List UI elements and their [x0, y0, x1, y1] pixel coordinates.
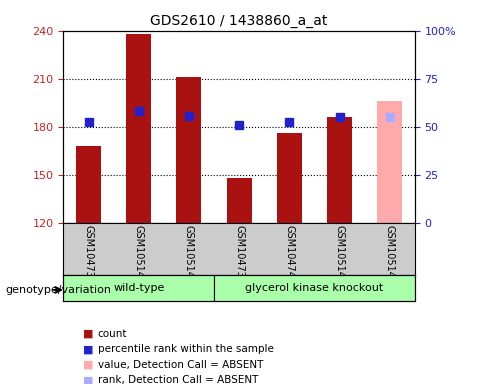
Text: GSM105142: GSM105142: [334, 225, 345, 285]
Text: GSM105144: GSM105144: [385, 225, 395, 284]
Text: count: count: [98, 329, 127, 339]
Bar: [126, 34, 151, 223]
Text: ■: ■: [83, 329, 94, 339]
Bar: [327, 117, 352, 223]
Text: wild-type: wild-type: [113, 283, 164, 293]
Text: percentile rank within the sample: percentile rank within the sample: [98, 344, 273, 354]
Text: genotype/variation: genotype/variation: [5, 285, 111, 295]
Bar: [226, 178, 252, 223]
FancyBboxPatch shape: [214, 275, 415, 301]
Text: GSM104740: GSM104740: [285, 225, 294, 284]
Bar: [76, 146, 101, 223]
Text: rank, Detection Call = ABSENT: rank, Detection Call = ABSENT: [98, 375, 258, 384]
Text: GSM104738: GSM104738: [83, 225, 94, 284]
Title: GDS2610 / 1438860_a_at: GDS2610 / 1438860_a_at: [150, 14, 328, 28]
Text: ■: ■: [83, 375, 94, 384]
Bar: [277, 133, 302, 223]
Bar: [377, 101, 402, 223]
Text: GSM105140: GSM105140: [134, 225, 144, 284]
Text: GSM105141: GSM105141: [184, 225, 194, 284]
Text: value, Detection Call = ABSENT: value, Detection Call = ABSENT: [98, 360, 263, 370]
Text: ■: ■: [83, 360, 94, 370]
Text: glycerol kinase knockout: glycerol kinase knockout: [245, 283, 384, 293]
Text: GSM104736: GSM104736: [234, 225, 244, 284]
Text: ■: ■: [83, 344, 94, 354]
FancyBboxPatch shape: [63, 275, 214, 301]
Bar: [176, 77, 202, 223]
